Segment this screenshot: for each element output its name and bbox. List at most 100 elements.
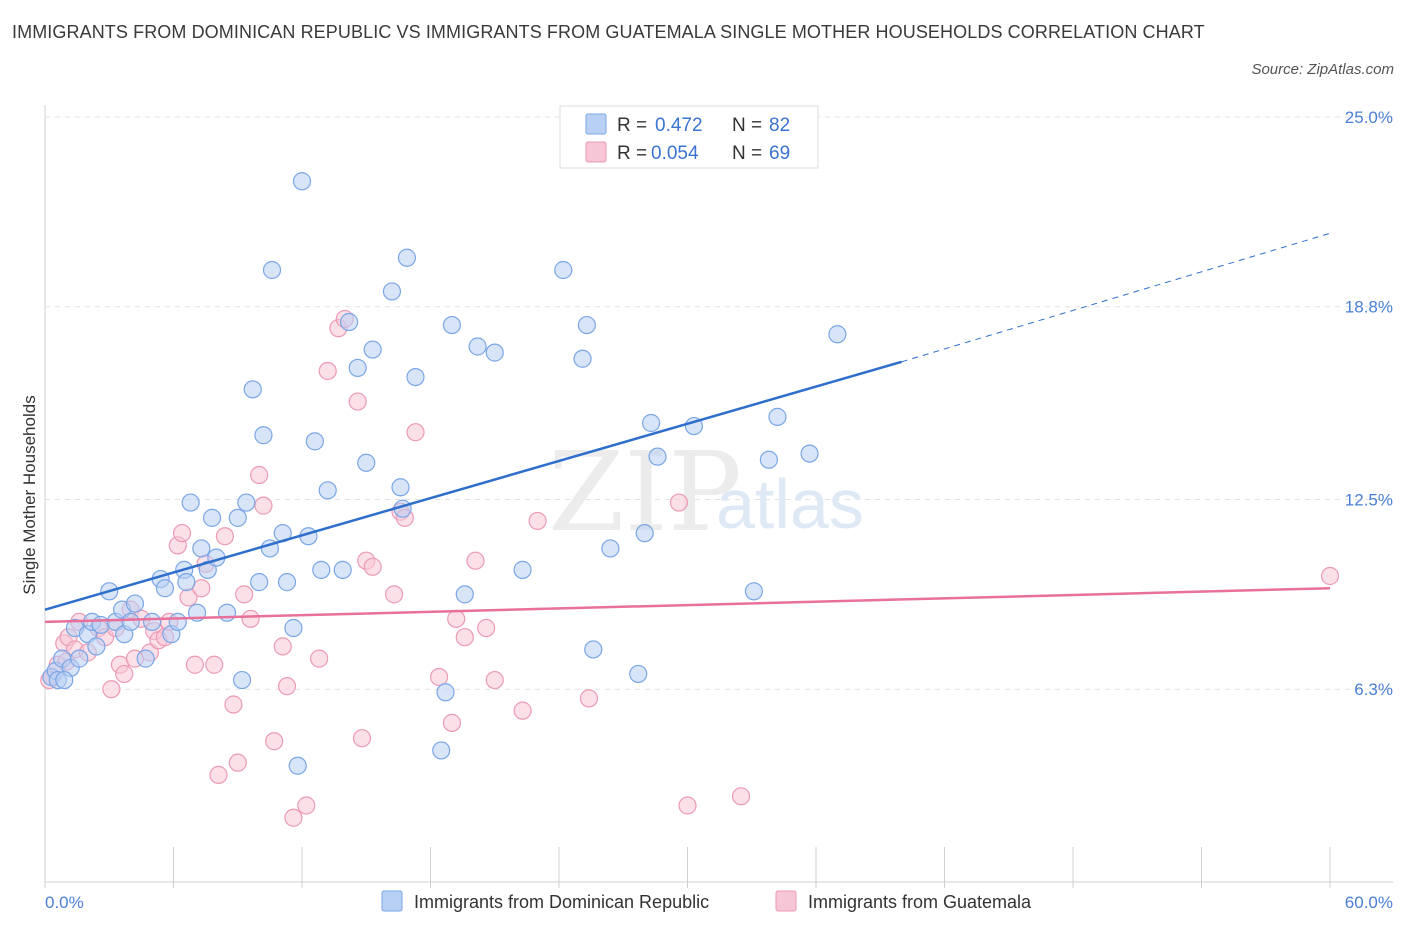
legend-r-label-2: R = [617,143,647,164]
x-tick-label-max: 60.0% [1345,893,1393,912]
data-point-guatemala [284,808,303,827]
data-point-dominican-republic [442,315,462,335]
data-point-dominican-republic [232,670,252,690]
data-point-guatemala [277,677,297,696]
axes [44,105,1393,888]
watermark: ZIP atlas [548,428,864,556]
data-point-guatemala [406,423,425,442]
data-point-guatemala [669,493,689,512]
data-point-dominican-republic [237,493,256,512]
x-tick-label-min: 0.0% [45,893,84,912]
data-point-dominican-republic [228,508,247,527]
data-point-guatemala [485,670,504,690]
data-point-guatemala [1320,566,1340,586]
legend-r-value-1: 0.472 [655,115,703,136]
trendline-dominican-republic [44,360,903,611]
data-point-dominican-republic [292,172,312,191]
data-point-dominican-republic [436,683,455,702]
data-point-guatemala [209,765,228,785]
data-point-dominican-republic [262,260,282,280]
data-point-guatemala [115,664,134,684]
data-point-dominican-republic [288,756,307,775]
data-point-dominican-republic [577,315,596,335]
legend-n-label-1: N = [732,115,762,136]
trendline-dominican-republic-extension [901,232,1331,363]
data-point-dominican-republic [217,603,237,622]
data-point-dominican-republic [243,380,262,399]
data-point-guatemala [429,667,449,687]
legend-n-value-2: 69 [769,143,790,164]
data-point-guatemala [172,524,192,543]
data-point-guatemala [318,361,337,381]
data-point-guatemala [297,796,316,815]
y-tick-label: 18.8% [1345,298,1393,317]
data-point-guatemala [466,551,485,570]
data-point-dominican-republic [136,649,155,668]
data-point-dominican-republic [800,444,819,463]
data-point-dominican-republic [397,248,417,267]
legend-swatch-blue [585,113,607,135]
data-point-dominican-republic [348,358,367,378]
data-point-dominican-republic [641,413,661,433]
series-guatemala [40,309,1340,827]
data-point-guatemala [384,585,404,604]
y-axis-title: Single Mother Households [20,395,39,594]
data-point-dominican-republic [828,325,847,344]
data-point-dominican-republic [468,337,487,356]
data-point-dominican-republic [391,478,410,497]
source-label: Source: ZipAtlas.com [1251,61,1394,78]
y-tick-label: 25.0% [1345,108,1393,127]
series-dominican-republic [42,172,847,775]
data-point-guatemala [215,527,234,546]
data-point-dominican-republic [168,612,187,632]
data-point-guatemala [228,753,247,772]
chart-title: IMMIGRANTS FROM DOMINICAN REPUBLIC VS IM… [12,22,1205,42]
data-point-guatemala [455,628,474,647]
data-point-dominican-republic [601,539,620,558]
legend-r-value-2: 0.054 [651,143,699,164]
data-point-dominican-republic [629,664,648,684]
data-point-dominican-republic [333,560,352,579]
data-point-guatemala [352,729,372,748]
data-point-guatemala [241,609,260,628]
data-point-dominican-republic [573,349,592,368]
data-point-guatemala [254,496,273,515]
data-point-guatemala [477,618,496,638]
data-point-dominican-republic [192,539,211,558]
data-point-guatemala [235,585,254,604]
data-point-guatemala [348,392,367,411]
data-point-dominican-republic [277,573,297,592]
data-point-dominican-republic [455,585,474,604]
data-point-guatemala [310,649,329,668]
data-point-dominican-republic [121,612,140,632]
data-point-dominican-republic [125,594,145,613]
data-point-dominican-republic [250,573,269,592]
data-point-dominican-republic [357,453,376,472]
data-point-dominican-republic [340,312,359,332]
data-point-guatemala [363,557,382,576]
data-point-dominican-republic [432,741,451,760]
y-tick-label: 12.5% [1345,491,1393,510]
data-point-guatemala [224,695,243,714]
legend-n-value-1: 82 [769,115,790,136]
y-tick-labels: 6.3% 12.5% 18.8% 25.0% [1345,108,1393,699]
data-point-dominican-republic [584,640,603,659]
bottom-legend-label-2: Immigrants from Guatemala [808,892,1032,912]
data-point-guatemala [102,680,121,699]
data-point-guatemala [513,701,532,720]
data-point-dominican-republic [312,560,331,579]
data-point-dominican-republic [142,612,162,632]
data-point-guatemala [731,787,751,806]
data-point-dominican-republic [91,615,110,635]
data-point-dominican-republic [318,481,337,500]
trendlines [44,232,1331,624]
data-point-dominican-republic [406,368,425,387]
data-point-guatemala [273,637,292,656]
data-point-dominican-republic [759,450,778,469]
data-point-dominican-republic [181,493,200,512]
data-point-dominican-republic [635,524,654,543]
bottom-legend-swatch-blue [381,890,403,912]
data-point-dominican-republic [305,432,324,451]
watermark-atlas: atlas [716,465,864,543]
